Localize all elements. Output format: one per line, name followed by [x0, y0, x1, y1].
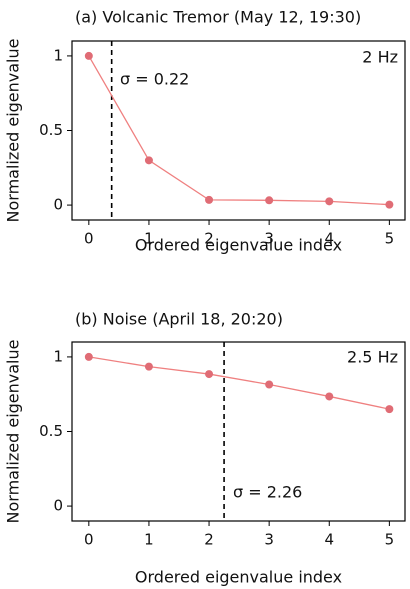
chart-title: (a) Volcanic Tremor (May 12, 19:30) — [75, 8, 361, 27]
x-tick-label: 3 — [264, 230, 274, 248]
data-point — [84, 51, 93, 60]
x-tick-label: 2 — [204, 531, 214, 549]
data-point — [325, 197, 334, 206]
y-axis-label: Normalized eigenvalue — [4, 340, 23, 524]
x-tick-label: 1 — [144, 230, 154, 248]
data-point — [385, 405, 394, 414]
data-point — [265, 380, 274, 389]
annotation: 2 Hz — [362, 48, 398, 67]
y-axis-label: Normalized eigenvalue — [4, 39, 23, 223]
x-tick-label: 4 — [324, 531, 334, 549]
data-point — [265, 196, 274, 205]
y-tick-label: 0 — [53, 497, 63, 515]
x-tick-label: 1 — [144, 531, 154, 549]
x-tick-label: 4 — [324, 230, 334, 248]
chart-title: (b) Noise (April 18, 20:20) — [75, 310, 283, 329]
data-point — [84, 352, 93, 361]
annotation: σ = 0.22 — [120, 70, 189, 89]
data-line — [88, 356, 390, 410]
y-tick-label: 0 — [53, 196, 63, 214]
annotation: 2.5 Hz — [347, 348, 398, 367]
y-tick-label: 1 — [53, 46, 63, 64]
plot-frame — [71, 40, 406, 221]
x-axis-label: Ordered eigenvalue index — [135, 568, 342, 587]
x-tick-label: 5 — [385, 531, 395, 549]
data-line — [88, 55, 390, 206]
x-tick-label: 0 — [84, 531, 94, 549]
y-tick-label: 0.5 — [39, 121, 63, 139]
x-tick-label: 3 — [264, 531, 274, 549]
data-point — [385, 200, 394, 209]
x-tick-label: 5 — [385, 230, 395, 248]
x-tick-label: 0 — [84, 230, 94, 248]
data-point — [144, 362, 153, 371]
x-tick-label: 2 — [204, 230, 214, 248]
data-point — [325, 392, 334, 401]
y-tick-label: 0.5 — [39, 422, 63, 440]
annotation: σ = 2.26 — [233, 483, 302, 502]
y-tick-label: 1 — [53, 347, 63, 365]
data-point — [144, 156, 153, 165]
data-point — [205, 370, 214, 379]
data-point — [205, 195, 214, 204]
x-axis-label: Ordered eigenvalue index — [135, 236, 342, 255]
